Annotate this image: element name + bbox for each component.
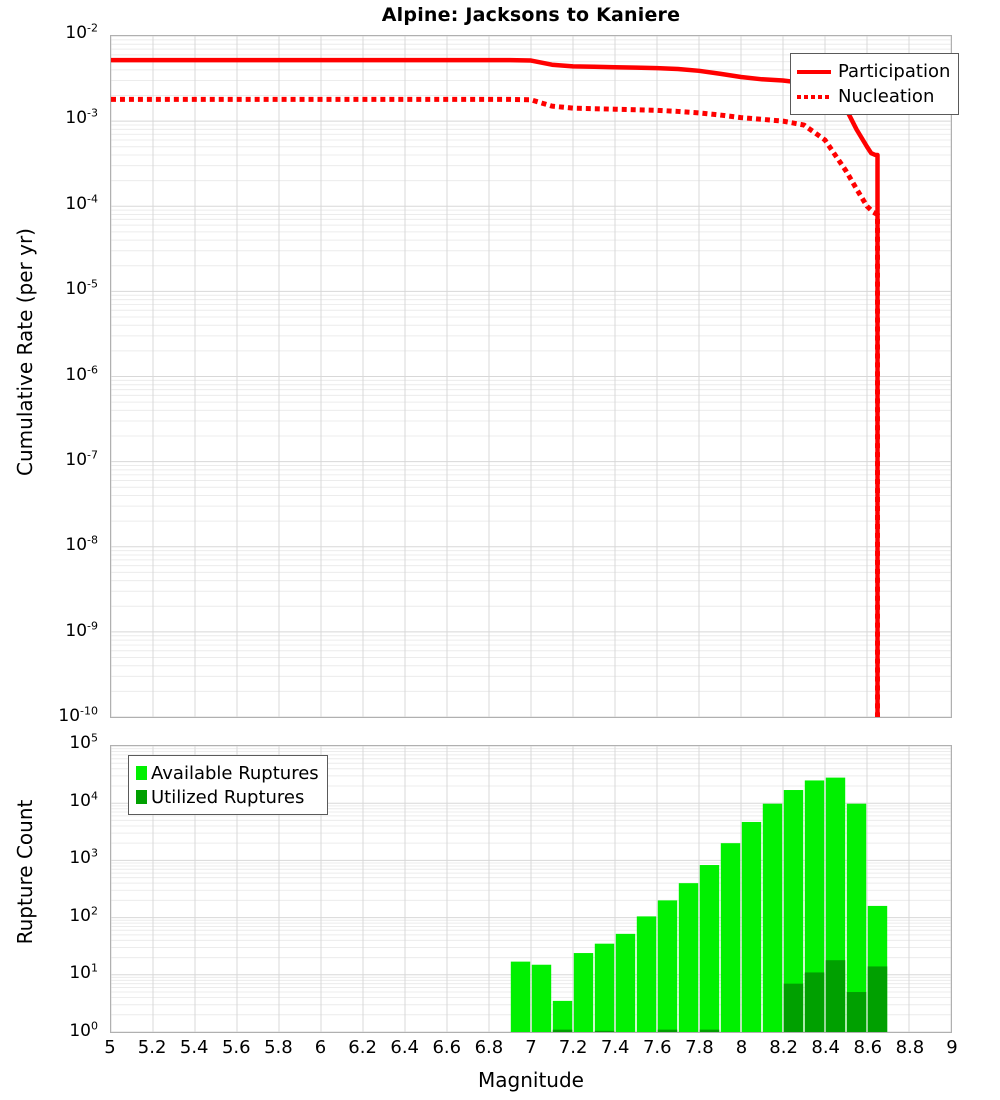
x-tick-label: 8.6	[853, 1037, 882, 1058]
y-tick-label: 100	[69, 1023, 105, 1040]
y-tick-label: 10-6	[65, 367, 105, 384]
x-tick-label: 6	[315, 1037, 326, 1058]
x-tick-label: 6.8	[475, 1037, 504, 1058]
x-tick-label: 6.2	[348, 1037, 377, 1058]
y-tick-label: 10-5	[65, 281, 105, 298]
utilized-ruptures-swatch-icon	[136, 790, 147, 804]
x-tick-label: 7.2	[559, 1037, 588, 1058]
x-tick-label: 8	[736, 1037, 747, 1058]
y-tick-label: 102	[69, 908, 105, 925]
y-tick-label: 103	[69, 850, 105, 867]
figure-root: Alpine: Jacksons to Kaniere Cumulative R…	[0, 0, 1000, 1100]
x-tick-label: 7.4	[601, 1037, 630, 1058]
cumulative-rate-plot	[110, 35, 952, 718]
y-tick-label: 10-3	[65, 110, 105, 127]
bottom-panel-legend: Available Ruptures Utilized Ruptures	[128, 755, 328, 815]
y-tick-label: 10-9	[65, 623, 105, 640]
y-tick-label: 10-4	[65, 196, 105, 213]
y-tick-label: 105	[69, 735, 105, 752]
legend-label-available-ruptures: Available Ruptures	[151, 763, 319, 784]
mfd-curves	[111, 36, 951, 717]
x-tick-label: 8.8	[896, 1037, 925, 1058]
legend-label-utilized-ruptures: Utilized Ruptures	[151, 787, 304, 808]
legend-item-nucleation: Nucleation	[797, 84, 950, 109]
y-tick-label: 101	[69, 965, 105, 982]
bottom-panel-y-ticks: 105104103102101100	[0, 745, 105, 1033]
x-tick-label: 9	[946, 1037, 957, 1058]
top-panel-legend: Participation Nucleation	[790, 53, 959, 115]
x-tick-label: 5.6	[222, 1037, 251, 1058]
legend-label-nucleation: Nucleation	[838, 86, 934, 107]
y-tick-label: 10-7	[65, 452, 105, 469]
available-ruptures-swatch-icon	[136, 766, 147, 780]
x-tick-label: 6.6	[432, 1037, 461, 1058]
x-tick-label: 7.8	[685, 1037, 714, 1058]
y-tick-label: 10-2	[65, 25, 105, 42]
y-tick-label: 10-10	[58, 708, 105, 725]
x-tick-label: 7.6	[643, 1037, 672, 1058]
x-tick-label: 8.4	[811, 1037, 840, 1058]
x-tick-label: 5	[104, 1037, 115, 1058]
x-tick-label: 5.8	[264, 1037, 293, 1058]
page-title: Alpine: Jacksons to Kaniere	[110, 4, 952, 26]
y-tick-label: 10-8	[65, 537, 105, 554]
dotted-line-swatch-icon	[797, 95, 831, 99]
legend-item-utilized-ruptures: Utilized Ruptures	[135, 785, 319, 809]
legend-item-available-ruptures: Available Ruptures	[135, 761, 319, 785]
x-tick-label: 6.4	[390, 1037, 419, 1058]
legend-label-participation: Participation	[838, 61, 950, 82]
x-tick-label: 5.2	[138, 1037, 167, 1058]
x-tick-label: 5.4	[180, 1037, 209, 1058]
x-tick-label: 7	[525, 1037, 536, 1058]
top-panel-y-ticks: 10-210-310-410-510-610-710-810-910-10	[0, 35, 105, 718]
y-tick-label: 104	[69, 793, 105, 810]
x-tick-label: 8.2	[769, 1037, 798, 1058]
solid-line-swatch-icon	[797, 70, 831, 74]
x-axis-label: Magnitude	[110, 1068, 952, 1092]
legend-item-participation: Participation	[797, 59, 950, 84]
